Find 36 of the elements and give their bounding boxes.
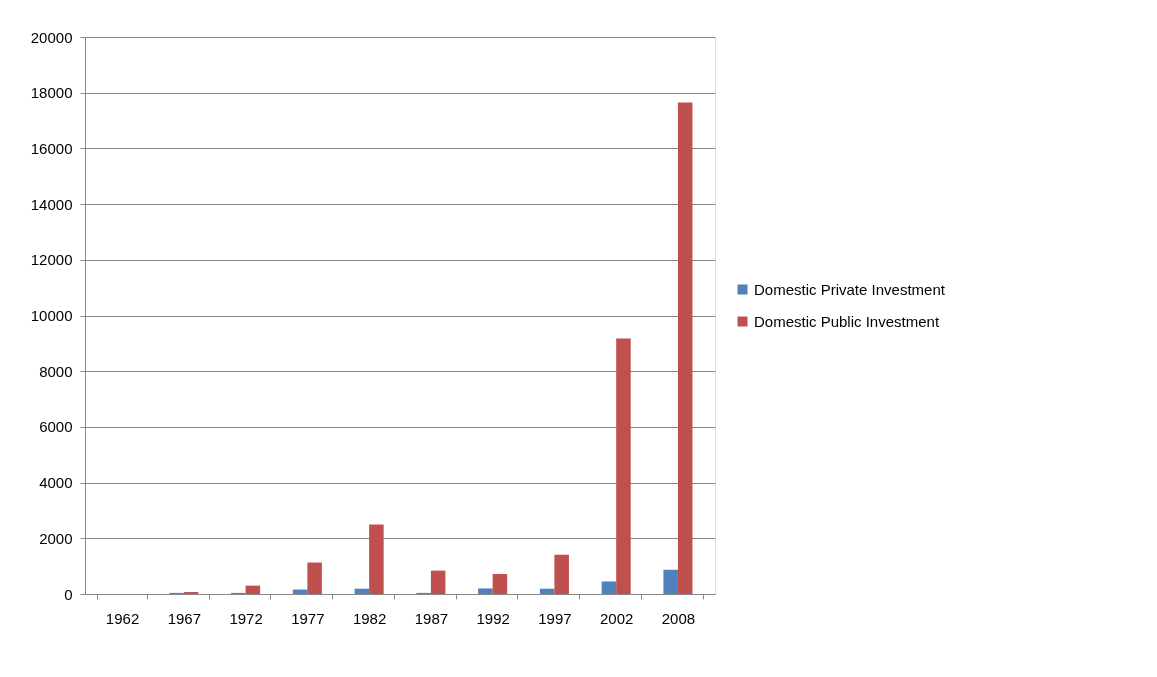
x-tick-label: 1992 (476, 609, 510, 627)
bar (616, 338, 631, 594)
y-tick-label: 14000 (30, 195, 73, 213)
x-tick-label: 1977 (291, 609, 325, 627)
bar (478, 588, 493, 594)
y-tick-label: 20000 (30, 28, 73, 46)
x-tick-label: 1962 (105, 609, 140, 627)
x-tick-label: 1987 (414, 609, 449, 627)
legend-label: Domestic Private Investment (754, 280, 946, 298)
x-tick-label: 1997 (538, 609, 572, 627)
x-tick-label: 1972 (229, 609, 263, 627)
legend-label: Domestic Public Investment (754, 312, 940, 330)
bar (245, 585, 261, 594)
bar (354, 588, 370, 594)
x-tick-label: 1967 (167, 609, 202, 627)
y-tick-label: 8000 (39, 362, 73, 380)
bar (307, 562, 322, 594)
y-tick-label: 18000 (30, 84, 73, 102)
x-tick-label: 1982 (352, 609, 387, 627)
y-tick-label: 12000 (30, 251, 73, 269)
y-tick-label: 16000 (30, 139, 73, 157)
bar (554, 554, 569, 594)
bar (369, 524, 384, 594)
y-tick-label: 10000 (30, 307, 73, 324)
bar (601, 581, 617, 594)
bar (539, 588, 555, 594)
y-tick-label: 6000 (39, 418, 73, 436)
bar (663, 569, 678, 594)
y-tick-label: 2000 (39, 529, 73, 547)
bar (492, 573, 508, 594)
bar (677, 102, 693, 594)
y-tick-label: 4000 (39, 474, 73, 492)
x-tick-label: 2008 (661, 609, 696, 627)
bar (430, 570, 446, 594)
y-tick-label: 0 (64, 585, 73, 603)
x-tick-label: 2002 (599, 609, 634, 627)
